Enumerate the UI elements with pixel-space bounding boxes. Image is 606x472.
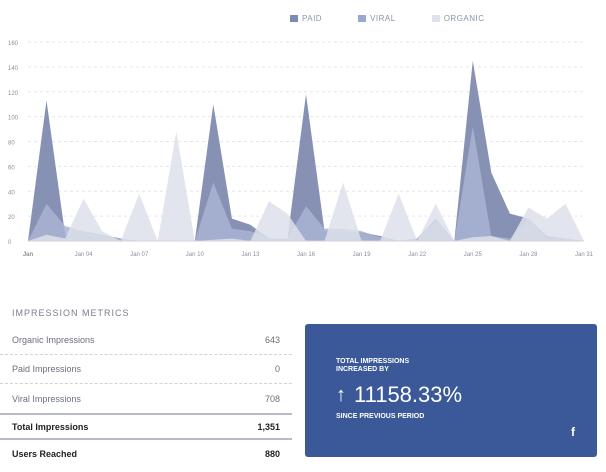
- x-tick-label: Jan 10: [186, 252, 205, 258]
- impressions-increase-card: TOTAL IMPRESSIONS INCREASED BY ↑ 11158.3…: [305, 324, 597, 457]
- metric-row-paid: Paid Impressions 0: [0, 355, 292, 384]
- x-tick-label: Jan 31: [575, 252, 594, 258]
- x-tick-label: Jan 25: [464, 252, 483, 258]
- metric-label: Organic Impressions: [12, 335, 95, 345]
- legend-label-viral: VIRAL: [370, 14, 396, 23]
- x-tick-label: Jan 13: [241, 252, 260, 258]
- metrics-table: Organic Impressions 643 Paid Impressions…: [0, 326, 292, 467]
- metric-row-reach: Users Reached 880: [0, 440, 292, 467]
- y-tick-label: 0: [8, 240, 12, 246]
- x-tick-label: Jan 19: [353, 252, 372, 258]
- area-chart: 0 20 40 60 80 100 120 140 160 Jan Jan 04 Jan 07 Jan …: [8, 41, 594, 258]
- card-value-line: ↑ 11158.33%: [336, 382, 462, 408]
- legend-label-paid: PAID: [302, 14, 323, 23]
- card-subtitle: SINCE PREVIOUS PERIOD: [336, 413, 425, 420]
- metric-label: Users Reached: [12, 448, 78, 459]
- metric-value: 708: [264, 393, 280, 404]
- series-area-paid: [28, 60, 584, 242]
- legend-item-viral[interactable]: VIRAL: [358, 14, 396, 23]
- facebook-icon: f: [571, 425, 575, 439]
- y-tick-label: 80: [8, 141, 15, 147]
- y-tick-label: 40: [8, 190, 15, 196]
- x-tick-label: Jan 16: [297, 252, 316, 258]
- metric-value: 880: [264, 448, 280, 459]
- metric-label: Paid Impressions: [12, 364, 82, 374]
- card-heading: TOTAL IMPRESSIONS INCREASED BY: [336, 358, 410, 373]
- legend-swatch-paid: [290, 15, 298, 22]
- chart-legend: PAID VIRAL ORGANIC: [290, 14, 521, 23]
- metric-value: 0: [274, 364, 280, 374]
- y-tick-label: 60: [8, 165, 15, 171]
- metric-row-total: Total Impressions 1,351: [0, 413, 292, 440]
- impressions-chart: 0 20 40 60 80 100 120 140 160 Jan Jan 04 Jan 07 Jan …: [8, 14, 594, 258]
- x-tick-label: Jan: [23, 252, 34, 258]
- series-area-organic: [28, 131, 584, 241]
- legend-swatch-organic: [431, 15, 440, 22]
- card-value: 11158.33%: [354, 382, 463, 407]
- metric-label: Total Impressions: [12, 421, 89, 432]
- legend-label-organic: ORGANIC: [443, 14, 485, 23]
- y-tick-label: 120: [8, 91, 19, 97]
- y-tick-label: 140: [8, 66, 19, 72]
- metric-row-viral: Viral Impressions 708: [0, 384, 292, 413]
- y-tick-label: 20: [8, 215, 15, 221]
- x-tick-label: Jan 28: [519, 252, 538, 258]
- metric-row-organic: Organic Impressions 643: [0, 326, 292, 355]
- y-tick-label: 100: [8, 116, 19, 122]
- metric-value: 1,351: [257, 421, 280, 432]
- metric-value: 643: [264, 335, 280, 345]
- y-tick-label: 160: [8, 41, 19, 47]
- x-tick-label: Jan 07: [130, 252, 149, 258]
- arrow-up-icon: ↑: [336, 383, 346, 406]
- metric-label: Viral Impressions: [12, 393, 81, 404]
- metrics-title: IMPRESSION METRICS: [12, 308, 130, 318]
- legend-item-organic[interactable]: ORGANIC: [431, 14, 485, 23]
- x-tick-label: Jan 04: [75, 252, 94, 258]
- legend-swatch-viral: [358, 15, 367, 22]
- x-tick-label: Jan 22: [408, 252, 427, 258]
- legend-item-paid[interactable]: PAID: [290, 14, 322, 23]
